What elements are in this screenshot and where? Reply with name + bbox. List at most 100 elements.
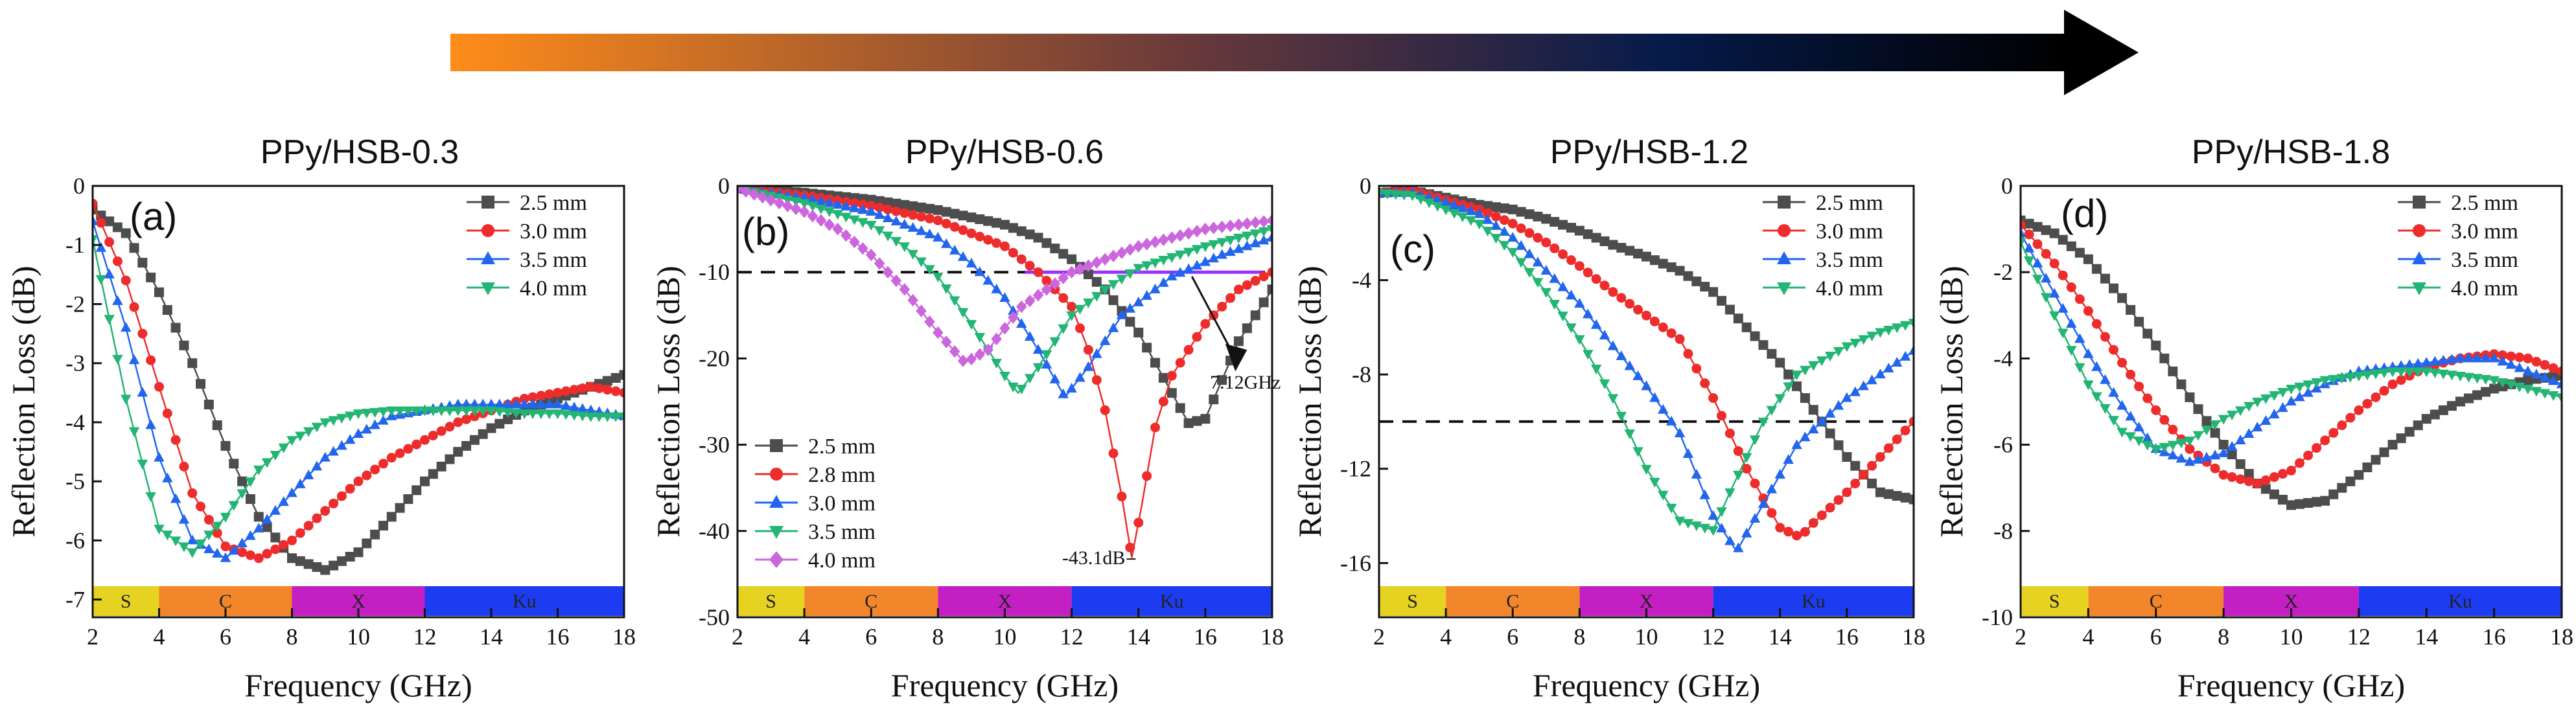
data-point — [270, 505, 281, 515]
data-point — [1792, 530, 1802, 541]
data-point — [2184, 456, 2196, 466]
data-point — [2506, 351, 2516, 361]
panel-letter: (a) — [130, 195, 177, 238]
data-point — [1041, 350, 1052, 360]
data-point — [2109, 345, 2119, 355]
data-point — [1666, 262, 1677, 273]
y-tick-label: -40 — [699, 518, 730, 544]
data-point — [974, 266, 986, 277]
data-point — [1491, 211, 1501, 222]
data-point — [270, 544, 281, 554]
data-point — [353, 476, 364, 486]
data-point — [1540, 288, 1552, 298]
data-point — [1850, 386, 1861, 396]
data-point — [1641, 464, 1652, 475]
data-point — [757, 190, 768, 204]
data-point — [329, 560, 339, 571]
data-point — [461, 414, 472, 424]
data-point — [2142, 432, 2153, 442]
band-s — [2021, 586, 2089, 616]
data-point — [1858, 380, 1869, 391]
data-point — [1200, 256, 1211, 266]
data-point — [2489, 376, 2500, 386]
data-point — [1524, 209, 1535, 220]
data-point — [1108, 280, 1119, 290]
data-point — [312, 513, 322, 523]
data-point — [2210, 463, 2220, 473]
band-label: C — [219, 591, 232, 612]
data-point — [999, 372, 1010, 382]
data-point — [362, 470, 372, 481]
data-point — [1067, 301, 1077, 312]
data-point — [1574, 261, 1584, 271]
data-point — [992, 238, 1002, 248]
data-point — [245, 494, 255, 505]
data-point — [2074, 363, 2085, 373]
data-point — [1883, 489, 1894, 499]
series-3.5-mm — [1379, 187, 1914, 553]
y-tick-label: -4 — [1993, 345, 2013, 371]
data-point — [883, 197, 893, 207]
data-point — [1183, 227, 1194, 240]
data-point — [1524, 248, 1535, 258]
data-point — [329, 498, 339, 508]
x-tick-label: 2 — [1373, 624, 1385, 650]
data-point — [345, 484, 355, 494]
data-point — [1259, 271, 1269, 282]
data-point — [154, 451, 165, 462]
data-point — [1866, 332, 1877, 342]
data-point — [237, 537, 248, 547]
data-point — [394, 406, 406, 416]
data-point — [1883, 326, 1894, 336]
data-point — [874, 202, 885, 212]
legend-swatch-marker — [1778, 224, 1791, 237]
data-point — [619, 387, 624, 398]
data-point — [1091, 375, 1102, 385]
data-point — [1590, 319, 1602, 329]
data-point — [941, 218, 951, 229]
data-point — [170, 323, 181, 333]
x-tick-label: 8 — [2218, 624, 2229, 650]
data-point — [1225, 219, 1236, 233]
data-point — [2354, 405, 2364, 415]
data-point — [1150, 283, 1161, 293]
data-point — [137, 387, 148, 397]
data-point — [2201, 416, 2212, 426]
data-point — [262, 549, 272, 559]
data-point — [2557, 370, 2562, 381]
data-point — [1899, 321, 1911, 331]
data-point — [2192, 431, 2204, 441]
data-point — [824, 197, 835, 207]
data-point — [857, 218, 868, 228]
data-point — [2100, 374, 2111, 384]
data-point — [2032, 222, 2043, 232]
x-tick-label: 8 — [932, 624, 944, 650]
chart-panel-4: PPy/HSB-1.8 S C X Ku 2 4 6 8 10 12 14 16 18 -10 -8 -6 -4 -… — [1933, 133, 2573, 703]
data-point — [2083, 306, 2093, 316]
data-point — [2430, 369, 2441, 379]
data-point — [362, 538, 372, 549]
data-point — [220, 512, 231, 523]
data-point — [2083, 254, 2093, 264]
data-point — [320, 565, 331, 575]
data-point — [1583, 350, 1594, 360]
data-point — [2480, 375, 2491, 385]
data-point — [1875, 452, 1885, 462]
x-tick-label: 12 — [1702, 624, 1725, 650]
data-point — [444, 406, 456, 416]
data-point — [1540, 265, 1552, 275]
data-point — [908, 210, 918, 220]
data-point — [899, 242, 911, 253]
data-point — [1675, 334, 1685, 345]
data-point — [403, 444, 413, 454]
data-point — [2021, 227, 2026, 238]
data-point — [610, 412, 621, 422]
data-point — [2303, 387, 2314, 397]
y-tick-label: -8 — [1993, 518, 2013, 544]
data-point — [1158, 256, 1169, 266]
data-point — [2269, 489, 2279, 499]
band-label: Ku — [1160, 591, 1184, 612]
data-point — [1590, 365, 1602, 375]
data-point — [128, 354, 140, 365]
data-point — [2387, 379, 2398, 389]
